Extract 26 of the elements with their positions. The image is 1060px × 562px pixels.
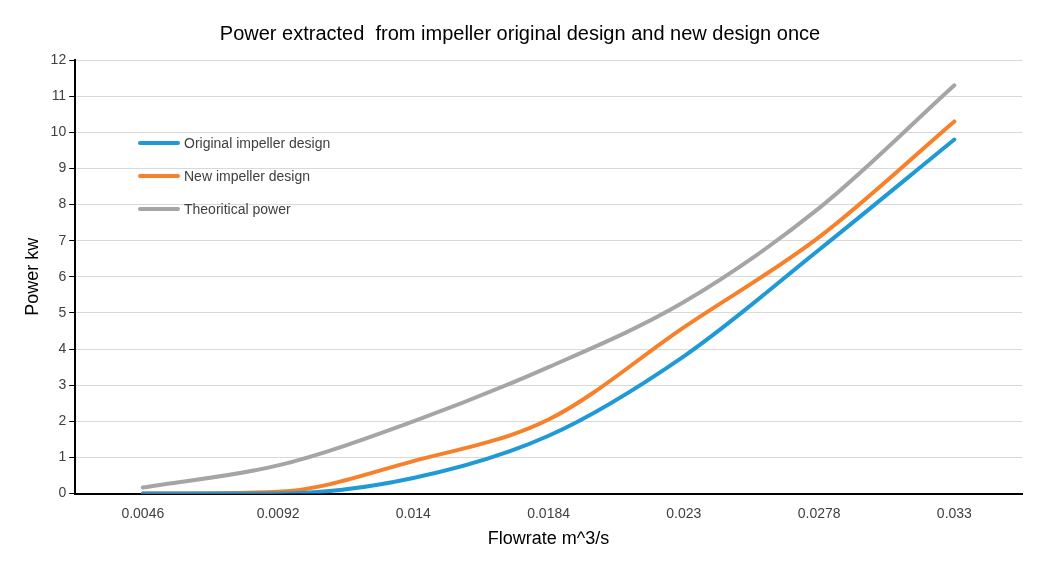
- y-tick-label: 5: [58, 303, 67, 320]
- y-tick-label: 4: [58, 339, 67, 356]
- y-tick-label: 7: [58, 231, 67, 248]
- y-axis-title: Power kw: [21, 236, 42, 316]
- y-tick-label: 2: [58, 412, 67, 429]
- x-tick-label: 0.0184: [527, 504, 571, 521]
- y-tick-label: 9: [58, 159, 67, 176]
- legend-label: Original impeller design: [184, 134, 331, 151]
- y-tick-label: 11: [51, 86, 67, 103]
- y-tick-label: 0: [58, 484, 67, 501]
- legend-label: Theoritical power: [184, 200, 291, 217]
- chart-title: Power extracted from impeller original design and new design once: [219, 21, 821, 44]
- x-tick-label: 0.023: [666, 504, 702, 521]
- y-tick-label: 3: [58, 376, 67, 393]
- x-axis-title: Flowrate m^3/s: [487, 528, 610, 549]
- y-tick-label: 1: [58, 448, 67, 465]
- y-tick-label: 6: [58, 267, 67, 284]
- x-tick-label: 0.033: [936, 504, 973, 521]
- x-tick-label: 0.0046: [121, 504, 165, 521]
- x-tick-label: 0.0092: [256, 504, 300, 521]
- legend-label: New impeller design: [184, 167, 311, 184]
- x-tick-label: 0.0278: [797, 504, 841, 521]
- y-tick-label: 10: [50, 123, 67, 140]
- y-tick-label: 12: [50, 50, 67, 67]
- y-tick-label: 8: [58, 195, 67, 212]
- x-tick-label: 0.014: [395, 504, 432, 521]
